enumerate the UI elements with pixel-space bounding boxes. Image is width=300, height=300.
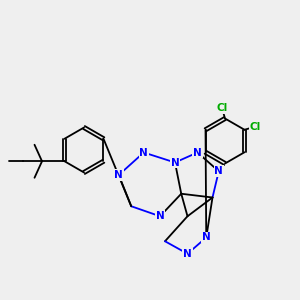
Text: Cl: Cl (249, 122, 261, 132)
Text: N: N (193, 148, 202, 158)
Text: N: N (156, 211, 164, 221)
Text: N: N (114, 170, 123, 180)
Text: N: N (183, 249, 192, 259)
Text: N: N (171, 158, 179, 167)
Text: N: N (214, 166, 223, 176)
Text: Cl: Cl (216, 103, 228, 113)
Text: N: N (140, 148, 148, 158)
Text: N: N (202, 232, 211, 242)
